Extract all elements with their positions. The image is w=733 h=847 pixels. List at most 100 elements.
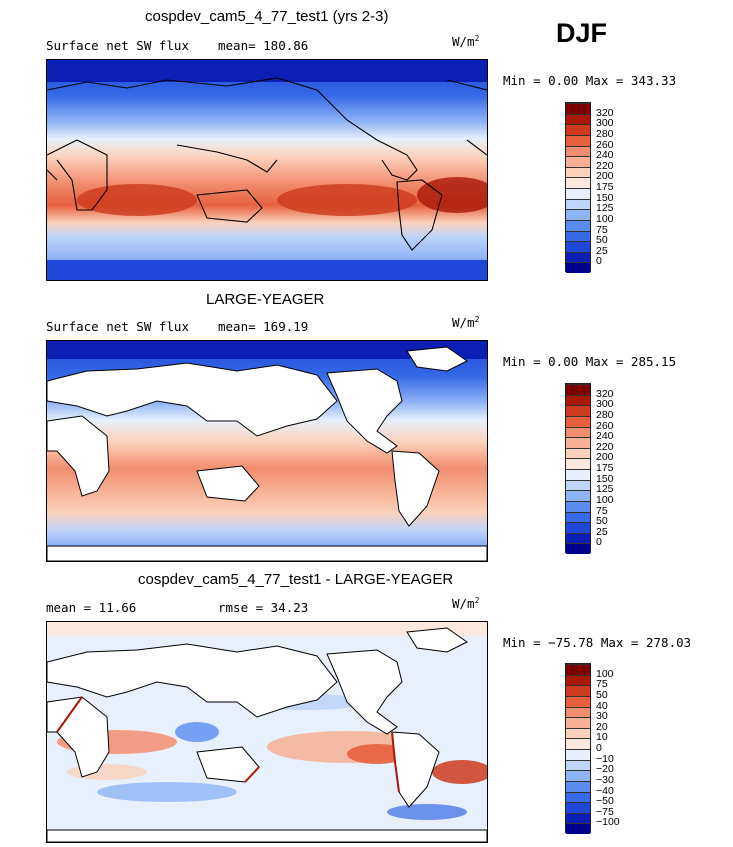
colorbar-swatch: [566, 230, 590, 242]
colorbar-swatch: [566, 188, 590, 199]
colorbar-swatch: [566, 543, 590, 554]
season-label: DJF: [556, 18, 608, 48]
colorbar-tick-label: 220: [596, 159, 614, 172]
panel-3-colorbar-boxes: [565, 663, 591, 834]
colorbar-tick-label: 100: [596, 493, 614, 506]
colorbar-tick-label: 150: [596, 191, 614, 204]
colorbar-tick-label: 75: [596, 678, 608, 691]
panel-3-min-max: Min = −75.78 Max = 278.03: [503, 635, 692, 650]
colorbar-tick-label: −100: [596, 816, 620, 829]
colorbar-swatch: [566, 749, 590, 760]
panel-1-units: W/m2: [452, 34, 480, 50]
colorbar-swatch: [566, 770, 590, 781]
panel-3-coastal-maxima: [56, 696, 400, 793]
colorbar-tick-label: −75: [596, 805, 614, 818]
panel-3-title: cospdev_cam5_4_77_test1 - LARGE-YEAGER: [138, 571, 454, 588]
colorbar-swatch: [566, 447, 590, 459]
panel-1-min-max: Min = 0.00 Max = 343.33: [503, 73, 677, 88]
colorbar-swatch: [566, 113, 590, 125]
colorbar-tick-label: 320: [596, 106, 614, 119]
colorbar-tick-label: 125: [596, 202, 614, 215]
panel-1-mean: mean= 180.86: [218, 38, 309, 53]
colorbar-swatch: [566, 802, 590, 813]
colorbar-swatch: [566, 780, 590, 792]
panel-1-max-indian: [77, 184, 197, 216]
colorbar-swatch: [566, 685, 590, 696]
panel-2-colorbar-boxes: [565, 383, 591, 554]
colorbar-tick-label: 300: [596, 398, 614, 411]
colorbar-swatch: [566, 717, 590, 728]
colorbar-tick-label: 25: [596, 244, 608, 257]
panel-1-title: cospdev_cam5_4_77_test1 (yrs 2-3): [145, 8, 389, 25]
colorbar-swatch: [566, 469, 590, 480]
colorbar-swatch: [566, 727, 590, 739]
colorbar-tick-label: 320: [596, 387, 614, 400]
panel-2-polar-north: [47, 341, 487, 359]
colorbar-tick-label: 240: [596, 430, 614, 443]
colorbar-tick-label: 200: [596, 451, 614, 464]
colorbar-swatch: [566, 812, 590, 824]
panel-2-mean: mean= 169.19: [218, 319, 309, 334]
panel-3-mean: mean = 11.66: [46, 600, 137, 615]
colorbar-tick-label: 10: [596, 731, 608, 744]
colorbar-tick-label: −40: [596, 784, 614, 797]
colorbar-swatch: [566, 103, 590, 114]
colorbar-swatch: [566, 479, 590, 491]
colorbar-swatch: [566, 219, 590, 231]
colorbar-swatch: [566, 458, 590, 469]
colorbar-swatch: [566, 415, 590, 427]
panel-1-max-atlantic: [417, 177, 487, 213]
colorbar-tick-label: 0: [596, 536, 602, 549]
colorbar-swatch: [566, 241, 590, 252]
colorbar-swatch: [566, 490, 590, 501]
colorbar-tick-label: 0: [596, 742, 602, 754]
colorbar-swatch: [566, 511, 590, 523]
colorbar-tick-label: −10: [596, 752, 614, 765]
colorbar-tick-label: −30: [596, 773, 614, 786]
colorbar-swatch: [566, 823, 590, 834]
colorbar-tick-label: 20: [596, 720, 608, 733]
colorbar-tick-label: 220: [596, 440, 614, 453]
colorbar-swatch: [566, 738, 590, 749]
colorbar-swatch: [566, 124, 590, 135]
panel-1-field: [47, 60, 487, 280]
colorbar-swatch: [566, 706, 590, 718]
colorbar-swatch: [566, 251, 590, 263]
panel-1-coastlines: [47, 77, 487, 251]
colorbar-tick-label: 25: [596, 525, 608, 538]
colorbar-swatch: [566, 532, 590, 544]
colorbar-tick-label: −50: [596, 795, 614, 808]
panel-1-max-pacific: [277, 184, 417, 216]
panel-3-rmse: rmse = 34.23: [218, 600, 309, 615]
colorbar-tick-label: 50: [596, 688, 608, 701]
panel-1-colorbar-boxes: [565, 102, 591, 273]
panel-1-map: [46, 59, 488, 281]
colorbar-swatch: [566, 262, 590, 273]
colorbar-swatch: [566, 695, 590, 707]
colorbar-swatch: [566, 177, 590, 188]
colorbar-tick-label: 100: [596, 212, 614, 225]
colorbar-tick-label: 280: [596, 127, 614, 140]
colorbar-swatch: [566, 384, 590, 395]
colorbar-tick-label: 40: [596, 699, 608, 712]
panel-1-field-label: Surface net SW flux: [46, 38, 189, 53]
colorbar-tick-label: 240: [596, 149, 614, 162]
colorbar-swatch: [566, 426, 590, 438]
colorbar-tick-label: 75: [596, 504, 608, 517]
panel-2-title: LARGE-YEAGER: [206, 291, 325, 308]
colorbar-swatch: [566, 759, 590, 771]
colorbar-swatch: [566, 209, 590, 220]
panel-2-field-label: Surface net SW flux: [46, 319, 189, 334]
colorbar-tick-label: −20: [596, 763, 614, 776]
colorbar-tick-label: 280: [596, 408, 614, 421]
colorbar-swatch: [566, 198, 590, 210]
colorbar-swatch: [566, 145, 590, 157]
colorbar-swatch: [566, 500, 590, 512]
panel-2-units: W/m2: [452, 315, 480, 331]
colorbar-swatch: [566, 166, 590, 178]
panel-1-polar-south: [47, 260, 487, 280]
panel-3-land: [47, 627, 487, 842]
colorbar-swatch: [566, 522, 590, 533]
colorbar-tick-label: 260: [596, 419, 614, 432]
colorbar-swatch: [566, 156, 590, 167]
